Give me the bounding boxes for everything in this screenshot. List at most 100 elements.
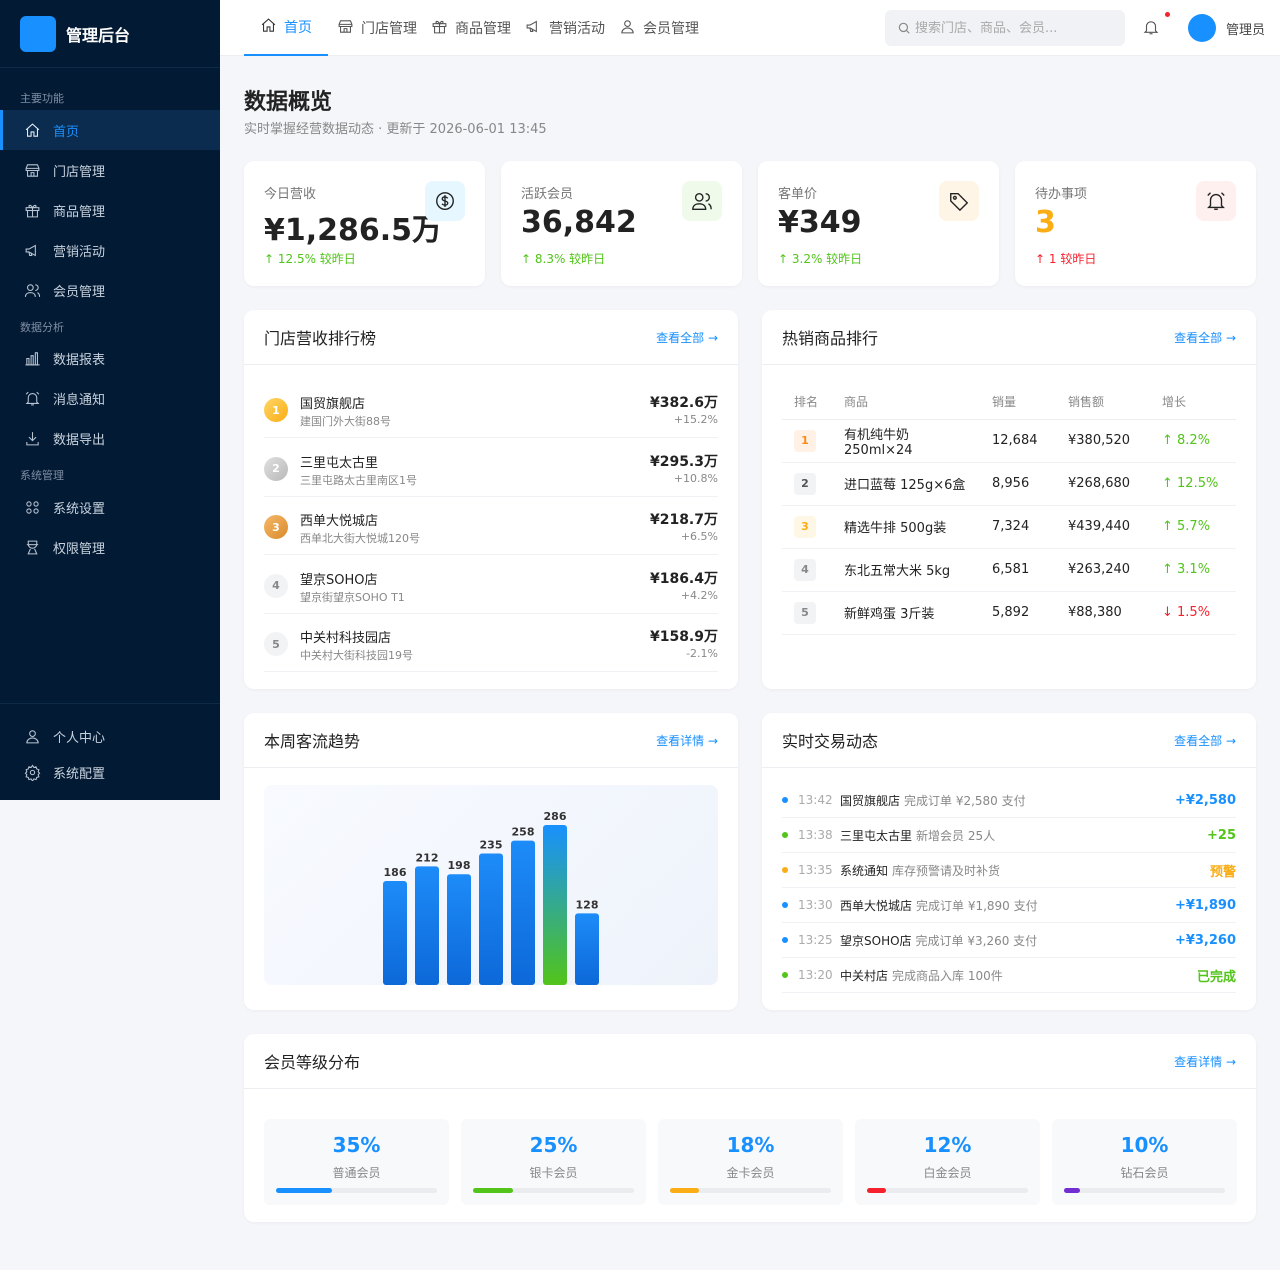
view-all-link[interactable]: 查看全部 → bbox=[656, 330, 718, 345]
sidebar-item-config[interactable]: 系统配置 bbox=[0, 752, 220, 792]
table-row[interactable]: 2 进口蓝莓 125g×6盒 8,956 ¥268,680 ↑ 12.5% bbox=[782, 462, 1236, 506]
sidebar-footer: 个人中心 系统配置 bbox=[0, 703, 220, 782]
ranking-row[interactable]: 5 中关村科技园店 中关村大街科技园19号 ¥158.9万 -2.1% bbox=[264, 614, 718, 672]
distribution-percent: 25% bbox=[529, 1133, 578, 1157]
product-growth: ↑ 5.7% bbox=[1150, 505, 1236, 549]
tab-label: 首页 bbox=[284, 20, 312, 36]
tab-label: 营销活动 bbox=[549, 21, 605, 37]
bar-value-label: 235 bbox=[480, 839, 503, 852]
product-revenue: ¥439,440 bbox=[1056, 505, 1150, 549]
kpi-value: 3 bbox=[1035, 205, 1056, 240]
sidebar-item-label: 首页 bbox=[53, 124, 80, 140]
sidebar-item-profile[interactable]: 个人中心 bbox=[0, 716, 220, 756]
rank-cell: 3 bbox=[782, 505, 832, 549]
sidebar-item-export[interactable]: 数据导出 bbox=[0, 418, 220, 458]
notification-dot bbox=[1165, 12, 1170, 17]
store-address: 西单北大街大悦城120号 bbox=[300, 532, 420, 545]
store-name: 西单大悦城店 bbox=[300, 514, 379, 529]
ranking-row[interactable]: 1 国贸旗舰店 建国门外大街88号 ¥382.6万 +15.2% bbox=[264, 380, 718, 438]
view-details-link[interactable]: 查看详情 → bbox=[656, 733, 718, 748]
sidebar-item-members[interactable]: 会员管理 bbox=[0, 270, 220, 310]
kpi-icon-box bbox=[939, 181, 979, 221]
distribution-label: 金卡会员 bbox=[726, 1166, 775, 1180]
bell-icon bbox=[25, 391, 40, 405]
activity-time: 13:20 bbox=[798, 968, 833, 982]
kpi-label: 今日营收 bbox=[264, 187, 317, 202]
activity-row[interactable]: 13:30 西单大悦城店 完成订单 ¥1,890 支付 +¥1,890 bbox=[782, 888, 1236, 923]
table-row[interactable]: 3 精选牛排 500g装 7,324 ¥439,440 ↑ 5.7% bbox=[782, 505, 1236, 549]
gift-icon bbox=[25, 204, 40, 217]
kpi-trend: ↑ 1 较昨日 bbox=[1035, 252, 1097, 266]
table-row[interactable]: 4 东北五常大米 5kg 6,581 ¥263,240 ↑ 3.1% bbox=[782, 548, 1236, 592]
tab-home[interactable]: 首页 bbox=[244, 0, 328, 56]
activity-row[interactable]: 13:20 中关村店 完成商品入库 100件 已完成 bbox=[782, 958, 1236, 993]
home-icon bbox=[261, 18, 276, 32]
table-row[interactable]: 5 新鲜鸡蛋 3斤装 5,892 ¥88,380 ↓ 1.5% bbox=[782, 591, 1236, 635]
activity-text: 完成订单 ¥2,580 支付 bbox=[904, 793, 1026, 808]
bar-chart-icon bbox=[25, 351, 40, 365]
bar-周日[interactable] bbox=[575, 913, 599, 985]
member-distribution-card: 会员等级分布 查看详情 → 35% 普通会员 25% 银卡会员 18% 金卡会员 12% 白金… bbox=[244, 1034, 1256, 1222]
sidebar-item-reports[interactable]: 数据报表 bbox=[0, 338, 220, 378]
tab-marketing[interactable]: 营销活动 bbox=[525, 0, 605, 56]
view-details-link[interactable]: 查看详情 → bbox=[1174, 1054, 1236, 1069]
rank-badge: 5 bbox=[264, 632, 288, 656]
alarm-icon bbox=[1207, 192, 1225, 210]
ranking-row[interactable]: 3 西单大悦城店 西单北大街大悦城120号 ¥218.7万 +6.5% bbox=[264, 497, 718, 555]
sidebar-item-marketing[interactable]: 营销活动 bbox=[0, 230, 220, 270]
activity-text: 库存预警请及时补货 bbox=[892, 863, 1001, 878]
notification-button[interactable] bbox=[1142, 12, 1170, 38]
card-title: 本周客流趋势 bbox=[264, 732, 361, 751]
store-address: 建国门外大街88号 bbox=[300, 415, 391, 428]
activity-row[interactable]: 13:42 国贸旗舰店 完成订单 ¥2,580 支付 +¥2,580 bbox=[782, 783, 1236, 818]
nav-group-label: 主要功能 bbox=[20, 92, 64, 105]
bar-周四[interactable] bbox=[479, 853, 503, 985]
tab-label: 门店管理 bbox=[361, 21, 417, 37]
view-all-link[interactable]: 查看全部 → bbox=[1174, 733, 1236, 748]
sidebar-item-products[interactable]: 商品管理 bbox=[0, 190, 220, 230]
sidebar-item-stores[interactable]: 门店管理 bbox=[0, 150, 220, 190]
bar-周五[interactable] bbox=[511, 840, 535, 985]
sidebar-item-notifications[interactable]: 消息通知 bbox=[0, 378, 220, 418]
bar-周一[interactable] bbox=[383, 880, 407, 985]
view-all-link[interactable]: 查看全部 → bbox=[1174, 330, 1236, 345]
activity-row[interactable]: 13:38 三里屯太古里 新增会员 25人 +25 bbox=[782, 818, 1236, 853]
search-input[interactable] bbox=[915, 20, 1115, 36]
store-ranking-card: 门店营收排行榜 查看全部 → 1 国贸旗舰店 建国门外大街88号 ¥382.6万 +15… bbox=[244, 310, 738, 689]
column-header: 销售额 bbox=[1056, 385, 1150, 420]
bar-周二[interactable] bbox=[415, 866, 439, 985]
card-title: 热销商品排行 bbox=[782, 329, 879, 348]
page-subtitle: 实时掌握经营数据动态 · 更新于 2026-06-01 13:45 bbox=[244, 122, 547, 137]
tab-products[interactable]: 商品管理 bbox=[431, 0, 511, 56]
search-icon bbox=[898, 22, 910, 34]
kpi-card-revenue: 今日营收 ¥1,286.5万 ↑ 12.5% 较昨日 bbox=[244, 161, 485, 286]
sidebar-item-home[interactable]: 首页 bbox=[0, 110, 220, 150]
table-row[interactable]: 1 有机纯牛奶 250ml×24 12,684 ¥380,520 ↑ 8.2% bbox=[782, 419, 1236, 463]
ranking-row[interactable]: 4 望京SOHO店 望京街望京SOHO T1 ¥186.4万 +4.2% bbox=[264, 556, 718, 614]
product-name: 新鲜鸡蛋 3斤装 bbox=[832, 591, 980, 635]
user-menu[interactable]: 管理员 bbox=[1188, 14, 1265, 42]
tab-stores[interactable]: 门店管理 bbox=[337, 0, 417, 56]
sidebar-item-settings[interactable]: 系统设置 bbox=[0, 487, 220, 527]
column-header: 排名 bbox=[782, 385, 832, 420]
bar-value-label: 128 bbox=[576, 898, 599, 911]
brand[interactable]: 管理后台 bbox=[0, 0, 220, 68]
tab-label: 会员管理 bbox=[643, 21, 699, 37]
sidebar-item-label: 门店管理 bbox=[53, 164, 106, 180]
activity-row[interactable]: 13:35 系统通知 库存预警请及时补货 预警 bbox=[782, 853, 1236, 888]
product-name: 东北五常大米 5kg bbox=[832, 548, 980, 592]
activity-row[interactable]: 13:25 望京SOHO店 完成订单 ¥3,260 支付 +¥3,260 bbox=[782, 923, 1236, 958]
tab-members[interactable]: 会员管理 bbox=[619, 0, 699, 56]
bar-周三[interactable] bbox=[447, 874, 471, 985]
kpi-value: ¥1,286.5万 bbox=[264, 213, 443, 248]
distribution-label: 银卡会员 bbox=[529, 1166, 578, 1180]
column-header: 销量 bbox=[980, 385, 1056, 420]
product-revenue: ¥268,680 bbox=[1056, 462, 1150, 506]
bar-周六[interactable] bbox=[543, 825, 567, 985]
search-box[interactable] bbox=[885, 10, 1125, 46]
distribution-item: 12% 白金会员 bbox=[855, 1119, 1040, 1205]
nav-group-label: 系统管理 bbox=[20, 469, 64, 482]
brand-name: 管理后台 bbox=[66, 25, 131, 45]
sidebar-item-permissions[interactable]: 权限管理 bbox=[0, 527, 220, 567]
ranking-row[interactable]: 2 三里屯太古里 三里屯路太古里南区1号 ¥295.3万 +10.8% bbox=[264, 439, 718, 497]
